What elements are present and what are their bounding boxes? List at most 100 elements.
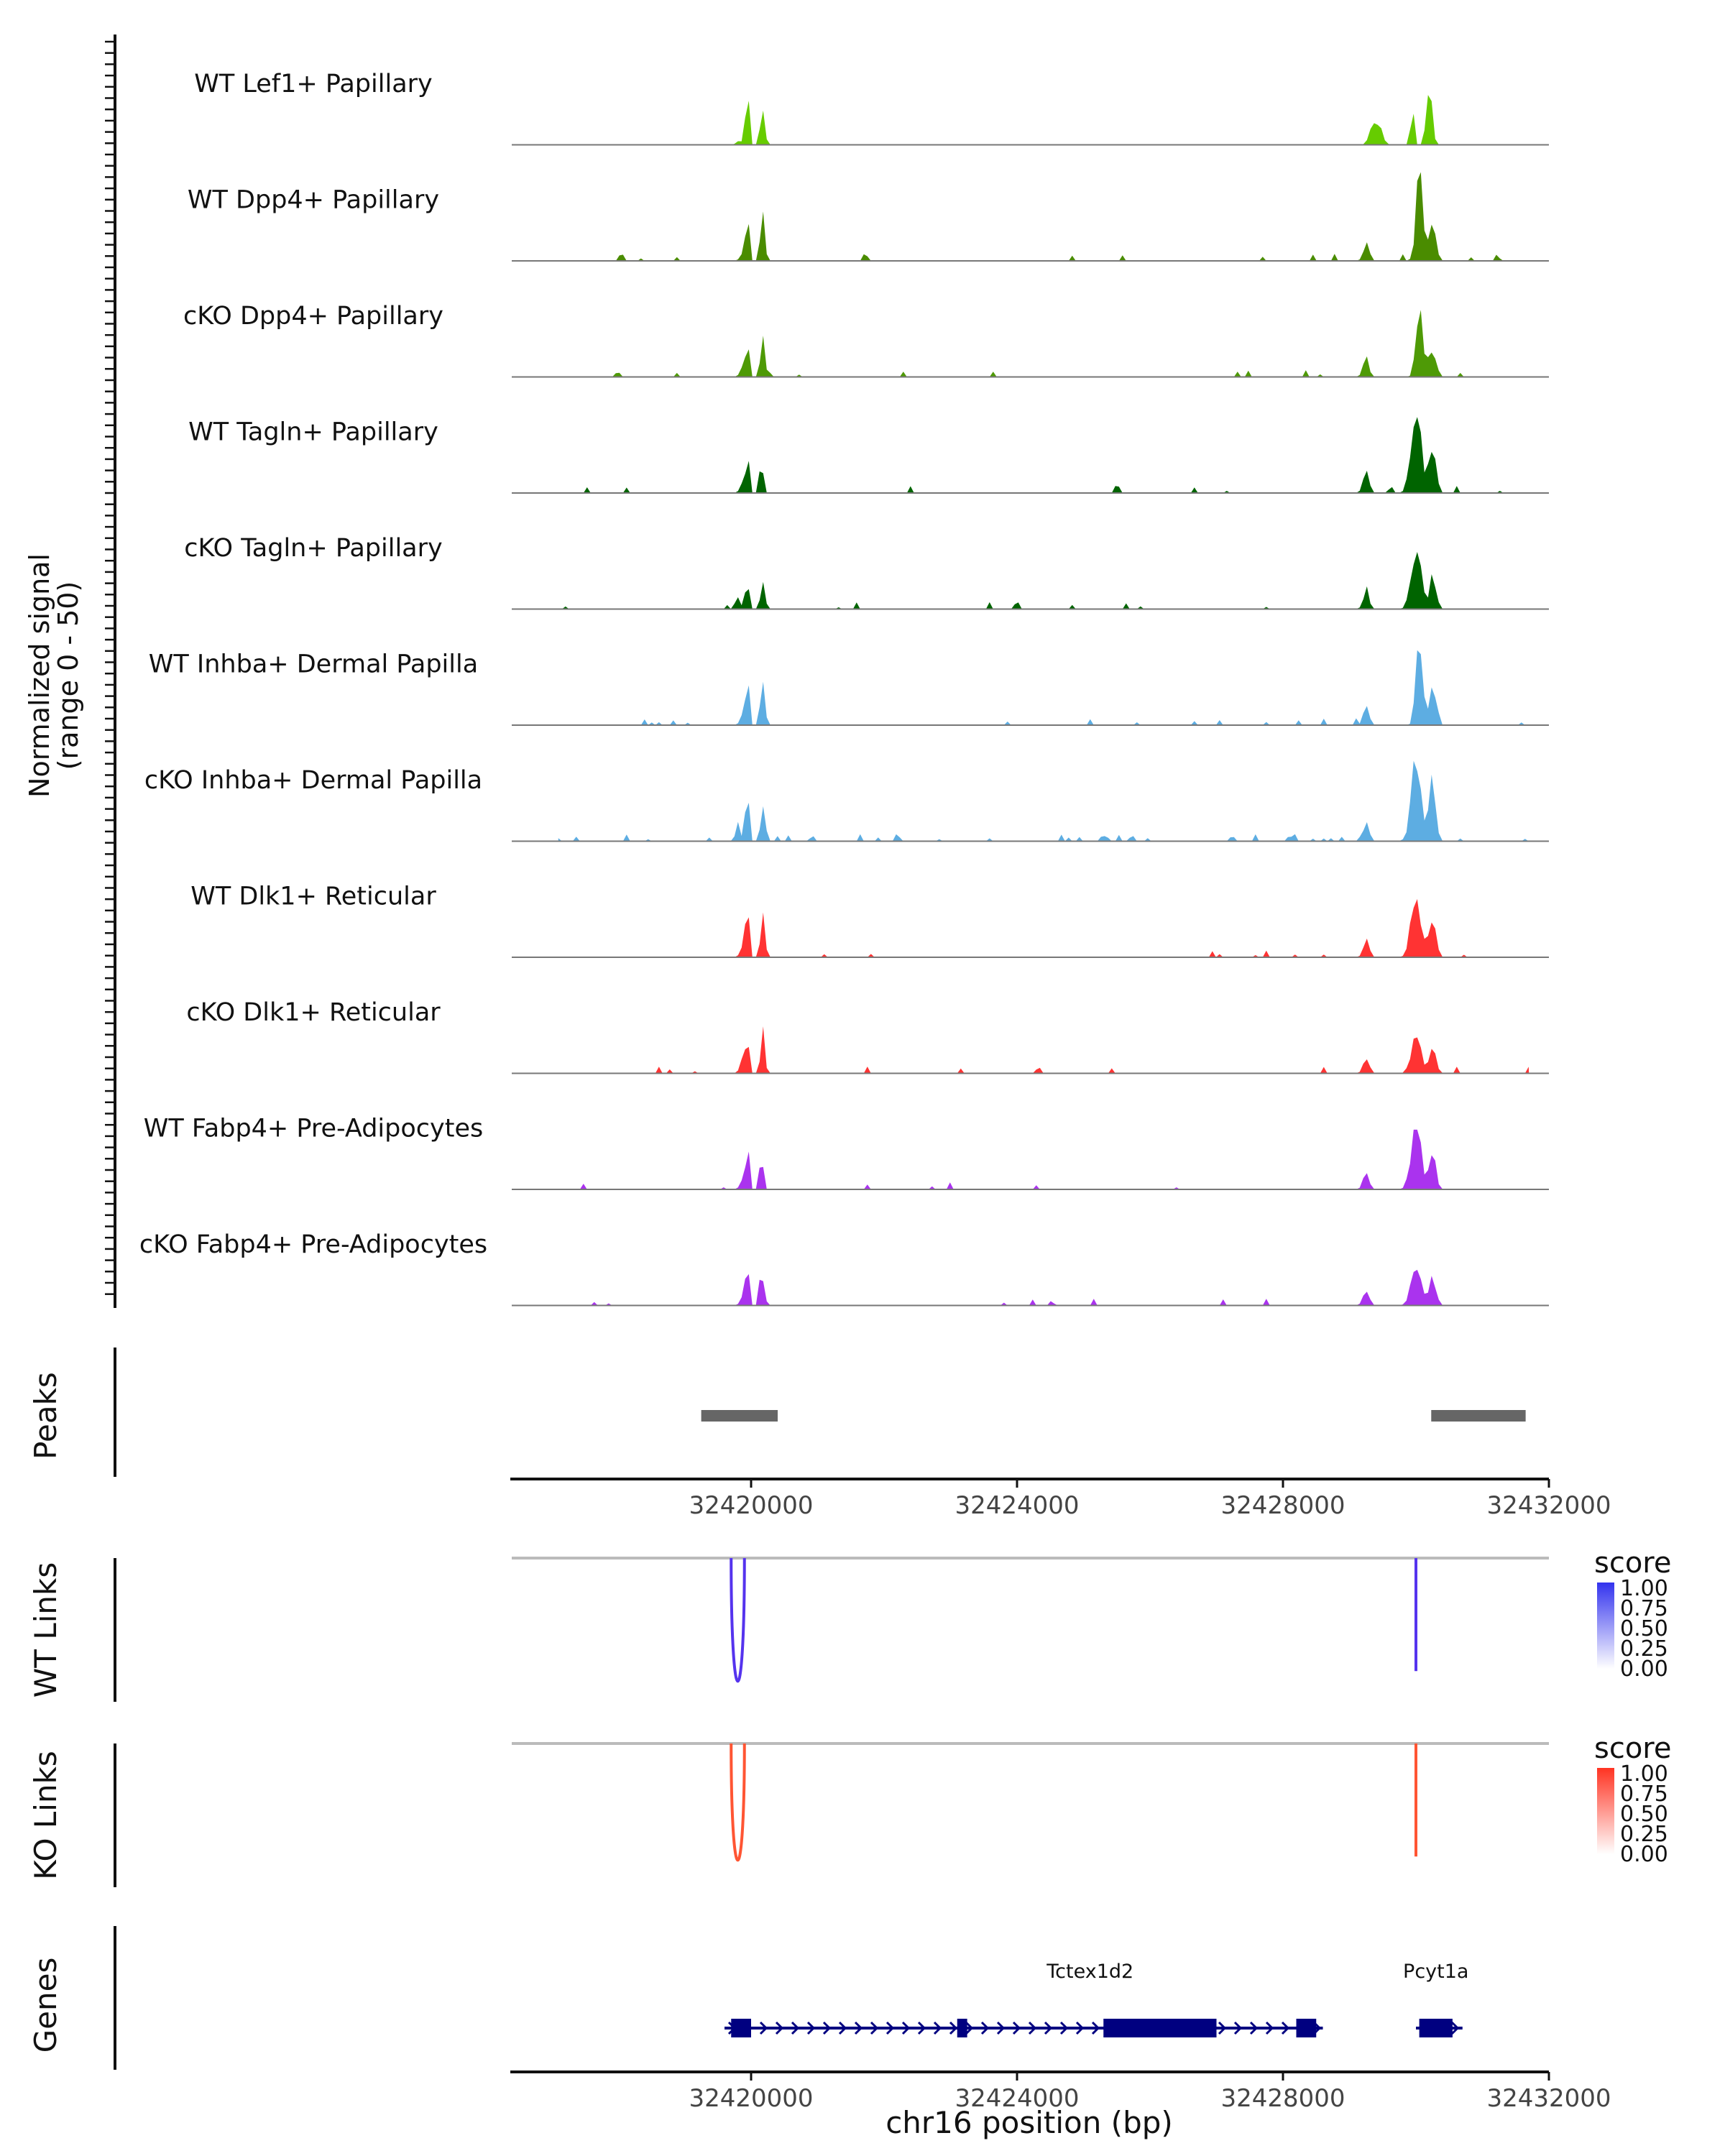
- gene-exon: [731, 2019, 751, 2037]
- x-axis-ticks-bottom: 32420000 32424000 32428000 32432000: [689, 2072, 1611, 2113]
- strand-arrow: [901, 2021, 911, 2035]
- coverage-track-6: WT Inhba+ Dermal Papilla: [149, 650, 1549, 726]
- coverage-area: [558, 552, 1530, 609]
- legend-title: score: [1594, 1732, 1671, 1765]
- strand-arrow: [886, 2021, 895, 2035]
- coverage-area: [558, 1269, 1530, 1306]
- coverage-track-8: WT Dlk1+ Reticular: [190, 883, 1549, 958]
- x-tick-label: 32420000: [689, 2084, 813, 2113]
- coverage-area: [558, 95, 1530, 145]
- coverage-track-9: cKO Dlk1+ Reticular: [186, 998, 1549, 1074]
- strand-arrow: [1012, 2021, 1021, 2035]
- track-label: WT Lef1+ Papillary: [194, 70, 433, 98]
- legend-tick-label: 0.50: [1620, 1802, 1668, 1827]
- strand-arrow: [791, 2021, 800, 2035]
- strand-arrow: [949, 2021, 958, 2035]
- track-label: WT Fabp4+ Pre-Adipocytes: [144, 1115, 483, 1143]
- x-tick-label: 32420000: [689, 1491, 813, 1520]
- gene-label: Tctex1d2: [1046, 1961, 1133, 1983]
- legend-tick-label: 0.25: [1620, 1636, 1668, 1662]
- coverage-tracks: WT Lef1+ Papillary WT Dpp4+ Papillary cKO …: [139, 70, 1549, 1307]
- coverage-area: [558, 1129, 1530, 1189]
- links-track-label: KO Links: [28, 1751, 63, 1880]
- strand-arrow: [822, 2021, 832, 2035]
- strand-arrow: [1059, 2021, 1069, 2035]
- x-tick-label: 32424000: [954, 1491, 1079, 1520]
- gene-label: Pcyt1a: [1403, 1961, 1468, 1983]
- legend-colorbar: [1597, 1583, 1614, 1669]
- strand-arrow: [1075, 2021, 1085, 2035]
- track-label: cKO Dpp4+ Papillary: [183, 302, 443, 331]
- legend-title: score: [1594, 1547, 1671, 1580]
- coverage-track-3: cKO Dpp4+ Papillary: [183, 302, 1549, 378]
- coverage-area: [558, 417, 1530, 493]
- links-track-label: WT Links: [28, 1562, 63, 1697]
- legend-tick-label: 1.00: [1620, 1761, 1668, 1787]
- peak-region: [701, 1410, 778, 1422]
- legend-tick-label: 0.50: [1620, 1616, 1668, 1641]
- coverage-track-5: cKO Tagln+ Papillary: [184, 534, 1549, 610]
- x-tick-label: 32432000: [1486, 1491, 1611, 1520]
- strand-arrow: [1044, 2021, 1053, 2035]
- strand-arrow: [933, 2021, 942, 2035]
- coverage-area: [558, 310, 1530, 377]
- strand-arrow: [1265, 2021, 1274, 2035]
- gene-exon: [1296, 2019, 1317, 2037]
- strand-arrow: [870, 2021, 879, 2035]
- strand-arrow: [1028, 2021, 1037, 2035]
- strand-arrow: [1450, 2021, 1460, 2035]
- strand-arrow: [854, 2021, 863, 2035]
- x-axis-ticks-top: 32420000 32424000 32428000 32432000: [689, 1479, 1611, 1520]
- track-label: cKO Dlk1+ Reticular: [186, 998, 441, 1027]
- coverage-area: [558, 650, 1530, 725]
- coverage-track-1: WT Lef1+ Papillary: [194, 70, 1549, 146]
- coverage-track-4: WT Tagln+ Papillary: [188, 417, 1549, 494]
- coverage-area: [558, 172, 1530, 261]
- strand-arrow: [1281, 2021, 1290, 2035]
- coverage-area: [558, 899, 1530, 957]
- coverage-track-7: cKO Inhba+ Dermal Papilla: [144, 760, 1549, 842]
- x-tick-label: 32428000: [1220, 2084, 1345, 2113]
- strand-arrow: [980, 2021, 990, 2035]
- strand-arrow: [838, 2021, 847, 2035]
- strand-arrow: [1218, 2021, 1227, 2035]
- genes-track-label: Genes: [28, 1958, 63, 2053]
- strand-arrow: [806, 2021, 816, 2035]
- track-label: WT Inhba+ Dermal Papilla: [149, 650, 478, 679]
- strand-arrow: [1233, 2021, 1243, 2035]
- strand-arrow: [917, 2021, 926, 2035]
- link-arc: [730, 1557, 746, 1683]
- gene-exon: [1419, 2019, 1453, 2037]
- coverage-track-2: WT Dpp4+ Papillary: [188, 172, 1549, 262]
- legend-colorbar: [1597, 1768, 1614, 1854]
- strand-arrow: [1249, 2021, 1259, 2035]
- legend-tick-label: 1.00: [1620, 1576, 1668, 1601]
- track-label: cKO Tagln+ Papillary: [184, 534, 443, 563]
- y-axis-title-line2: (range 0 - 50): [52, 581, 84, 770]
- coverage-area: [558, 1026, 1530, 1074]
- coverage-area: [558, 760, 1530, 842]
- gene-Pcyt1a: Pcyt1a: [1403, 1961, 1468, 2037]
- y-axis-title-line1: Normalized signal: [24, 553, 55, 798]
- peaks-track-label: Peaks: [28, 1372, 63, 1460]
- gene-Tctex1d2: Tctex1d2: [724, 1961, 1323, 2037]
- legend-tick-label: 0.25: [1620, 1822, 1668, 1847]
- track-label: cKO Inhba+ Dermal Papilla: [144, 766, 482, 795]
- strand-arrow: [775, 2021, 784, 2035]
- x-tick-label: 32428000: [1220, 1491, 1345, 1520]
- gene-models: Tctex1d2 Pcyt1a: [724, 1961, 1468, 2037]
- legend-tick-label: 0.75: [1620, 1596, 1668, 1621]
- track-label: cKO Fabp4+ Pre-Adipocytes: [139, 1230, 487, 1259]
- strand-arrow: [965, 2021, 974, 2035]
- gene-exon: [957, 2019, 967, 2037]
- track-label: WT Dpp4+ Papillary: [188, 186, 439, 215]
- peak-region: [1431, 1410, 1526, 1422]
- peaks-regions: [701, 1410, 1526, 1422]
- link-arc: [730, 1743, 746, 1862]
- legend-tick-label: 0.00: [1620, 1842, 1668, 1867]
- x-axis-title: chr16 position (bp): [886, 2105, 1173, 2140]
- strand-arrow: [1091, 2021, 1100, 2035]
- strand-arrow: [759, 2021, 768, 2035]
